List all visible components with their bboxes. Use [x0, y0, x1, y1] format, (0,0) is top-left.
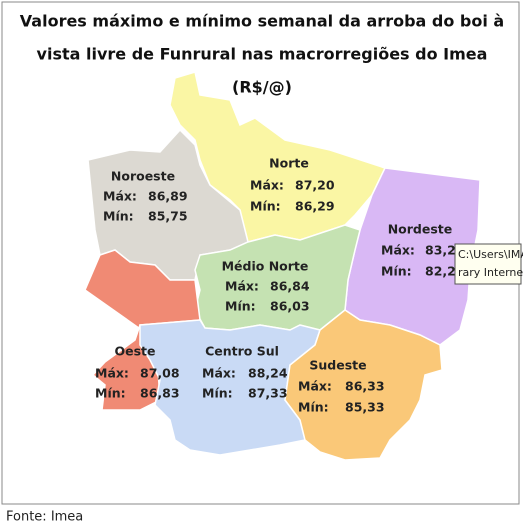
max-value: 86,84	[270, 279, 310, 294]
map	[84, 71, 481, 461]
max-label: Máx:	[250, 178, 284, 193]
min-value: 86,03	[270, 299, 310, 314]
labels: Noroeste Máx: 86,89 Mín: 85,75 Norte Máx: 87,20…	[95, 156, 465, 415]
max-label: Máx:	[381, 243, 415, 258]
region-sudeste	[284, 309, 443, 461]
max-label: Máx:	[103, 189, 137, 204]
max-label: Máx:	[298, 379, 332, 394]
tooltip-text: rary Internet	[458, 266, 523, 279]
region-name: Sudeste	[309, 358, 366, 373]
region-name: Médio Norte	[222, 259, 309, 274]
min-value: 86,29	[295, 199, 335, 214]
max-label: Máx:	[95, 366, 129, 381]
min-value: 85,75	[148, 209, 188, 224]
region-name: Oeste	[115, 344, 156, 359]
max-value: 86,33	[345, 379, 385, 394]
title-line: Valores máximo e mínimo semanal da arrob…	[20, 12, 504, 31]
max-value: 87,20	[295, 178, 335, 193]
source: Fonte: Imea	[6, 510, 83, 525]
min-label: Mín:	[225, 299, 256, 314]
min-value: 86,83	[140, 386, 180, 401]
tooltip: C:\Users\IMA rary Internet	[454, 243, 523, 285]
max-value: 87,08	[140, 366, 180, 381]
tooltip-box	[454, 243, 522, 285]
region-name: Nordeste	[388, 222, 453, 237]
region-name: Centro Sul	[205, 344, 279, 359]
min-label: Mín:	[202, 386, 233, 401]
max-label: Máx:	[225, 279, 259, 294]
min-label: Mín:	[381, 264, 412, 279]
tooltip-text: C:\Users\IMA	[458, 248, 523, 261]
region-name: Noroeste	[111, 169, 175, 184]
title-line: (R$/@)	[232, 78, 292, 97]
max-value: 88,24	[248, 366, 288, 381]
min-label: Mín:	[298, 400, 329, 415]
title-line: vista livre de Funrural nas macrorregiõe…	[37, 45, 488, 64]
min-label: Mín:	[250, 199, 281, 214]
max-label: Máx:	[202, 366, 236, 381]
min-label: Mín:	[95, 386, 126, 401]
min-label: Mín:	[103, 209, 134, 224]
region-name: Norte	[269, 156, 309, 171]
min-value: 87,33	[248, 386, 288, 401]
max-value: 86,89	[148, 189, 188, 204]
min-value: 85,33	[345, 400, 385, 415]
